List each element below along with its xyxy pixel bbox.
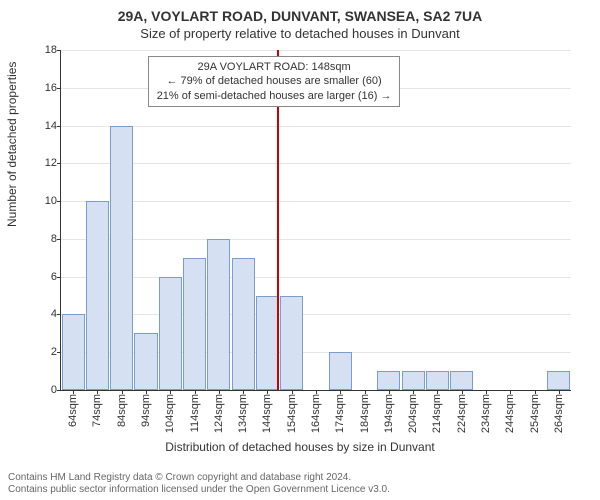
x-axis-label: Distribution of detached houses by size …	[0, 440, 600, 454]
y-tick-mark	[57, 163, 61, 164]
x-tick-label: 184sqm	[359, 394, 371, 433]
x-tick-label: 194sqm	[383, 394, 395, 433]
x-tick-mark	[267, 390, 268, 394]
histogram-bar	[547, 371, 570, 390]
x-tick-mark	[437, 390, 438, 394]
x-tick-label: 64sqm	[67, 394, 79, 427]
page-subtitle: Size of property relative to detached ho…	[0, 24, 600, 41]
x-tick-label: 84sqm	[116, 394, 128, 427]
x-tick-mark	[413, 390, 414, 394]
x-tick-mark	[292, 390, 293, 394]
gridline	[61, 314, 571, 315]
x-tick-label: 224sqm	[456, 394, 468, 433]
histogram-bar	[256, 296, 279, 390]
annotation-box: 29A VOYLART ROAD: 148sqm← 79% of detache…	[148, 56, 401, 107]
x-tick-label: 94sqm	[140, 394, 152, 427]
y-tick-mark	[57, 314, 61, 315]
x-tick-mark	[195, 390, 196, 394]
x-tick-label: 174sqm	[334, 394, 346, 433]
x-tick-mark	[97, 390, 98, 394]
x-tick-mark	[462, 390, 463, 394]
annotation-line-1: 29A VOYLART ROAD: 148sqm	[157, 60, 392, 74]
x-tick-label: 104sqm	[164, 394, 176, 433]
gridline	[61, 126, 571, 127]
x-tick-label: 214sqm	[431, 394, 443, 433]
x-tick-label: 74sqm	[91, 394, 103, 427]
histogram-bar	[183, 258, 206, 390]
histogram-bar	[402, 371, 425, 390]
x-tick-label: 234sqm	[480, 394, 492, 433]
histogram-bar	[62, 314, 85, 390]
y-tick-mark	[57, 50, 61, 51]
histogram-bar	[207, 239, 230, 390]
y-tick-label: 12	[45, 157, 57, 169]
footer-line-1: Contains HM Land Registry data © Crown c…	[8, 472, 390, 484]
gridline	[61, 277, 571, 278]
x-tick-mark	[535, 390, 536, 394]
x-tick-mark	[486, 390, 487, 394]
x-tick-label: 204sqm	[407, 394, 419, 433]
y-tick-mark	[57, 277, 61, 278]
gridline	[61, 163, 571, 164]
footer-line-2: Contains public sector information licen…	[8, 484, 390, 496]
y-tick-label: 10	[45, 195, 57, 207]
y-tick-label: 14	[45, 120, 57, 132]
histogram-bar	[86, 201, 109, 390]
x-tick-label: 154sqm	[286, 394, 298, 433]
y-tick-mark	[57, 201, 61, 202]
footer-attribution: Contains HM Land Registry data © Crown c…	[8, 472, 390, 496]
histogram-bar	[110, 126, 133, 390]
x-tick-label: 144sqm	[261, 394, 273, 433]
x-tick-mark	[219, 390, 220, 394]
gridline	[61, 239, 571, 240]
y-tick-mark	[57, 352, 61, 353]
y-tick-mark	[57, 88, 61, 89]
x-tick-mark	[243, 390, 244, 394]
y-tick-mark	[57, 126, 61, 127]
histogram-bar	[329, 352, 352, 390]
x-tick-mark	[340, 390, 341, 394]
x-tick-label: 254sqm	[529, 394, 541, 433]
histogram-plot: 02468101214161864sqm74sqm84sqm94sqm104sq…	[60, 50, 571, 391]
y-axis-label: Number of detached properties	[5, 62, 19, 227]
x-tick-mark	[365, 390, 366, 394]
histogram-bar	[159, 277, 182, 390]
histogram-bar	[426, 371, 449, 390]
x-tick-label: 124sqm	[213, 394, 225, 433]
x-tick-mark	[389, 390, 390, 394]
y-tick-label: 16	[45, 82, 57, 94]
x-tick-label: 134sqm	[237, 394, 249, 433]
histogram-bar	[232, 258, 255, 390]
chart-area: 02468101214161864sqm74sqm84sqm94sqm104sq…	[60, 50, 570, 390]
annotation-line-2: ← 79% of detached houses are smaller (60…	[157, 74, 392, 88]
x-tick-mark	[146, 390, 147, 394]
x-tick-mark	[122, 390, 123, 394]
histogram-bar	[280, 296, 303, 390]
annotation-line-3: 21% of semi-detached houses are larger (…	[157, 89, 392, 103]
x-tick-mark	[559, 390, 560, 394]
y-tick-mark	[57, 390, 61, 391]
x-tick-mark	[316, 390, 317, 394]
x-tick-mark	[73, 390, 74, 394]
histogram-bar	[134, 333, 157, 390]
histogram-bar	[377, 371, 400, 390]
gridline	[61, 201, 571, 202]
y-tick-label: 18	[45, 44, 57, 56]
histogram-bar	[450, 371, 473, 390]
x-tick-label: 114sqm	[189, 394, 201, 432]
x-tick-label: 264sqm	[553, 394, 565, 433]
x-tick-mark	[510, 390, 511, 394]
gridline	[61, 50, 571, 51]
x-tick-label: 164sqm	[310, 394, 322, 433]
y-tick-mark	[57, 239, 61, 240]
x-tick-label: 244sqm	[504, 394, 516, 433]
page-title: 29A, VOYLART ROAD, DUNVANT, SWANSEA, SA2…	[0, 0, 600, 24]
x-tick-mark	[170, 390, 171, 394]
